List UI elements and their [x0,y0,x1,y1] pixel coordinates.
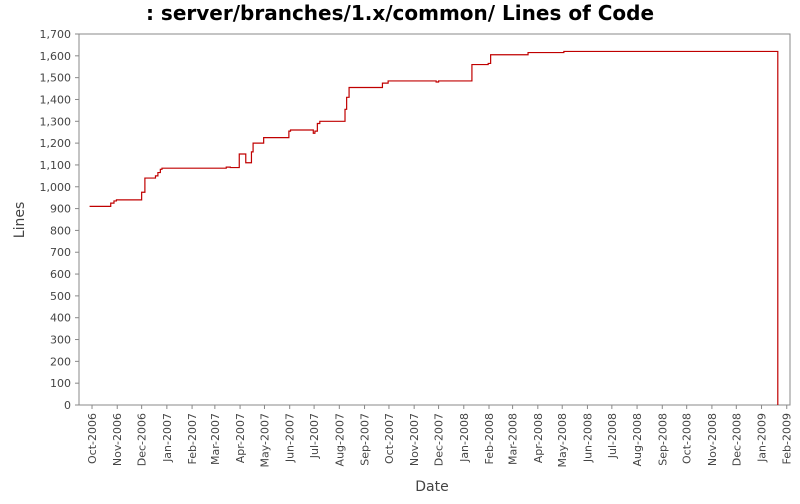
x-tick-label: Nov-2007 [408,413,421,466]
y-tick-label: 1,400 [40,93,72,106]
x-tick-label: Jun-2007 [284,413,297,463]
x-tick-label: Mar-2008 [507,413,520,465]
y-tick-label: 1,700 [40,28,72,41]
x-tick-label: Apr-2008 [532,413,545,463]
y-tick-label: 1,300 [40,115,72,128]
x-tick-label: Jul-2007 [308,413,321,459]
x-tick-label: Mar-2007 [209,413,222,465]
series-layer [89,50,779,405]
y-tick-label: 700 [50,246,71,259]
y-tick-label: 0 [64,399,71,412]
y-tick-label: 1,000 [40,181,72,194]
x-tick-label: Jun-2008 [581,413,594,463]
x-tick-label: Apr-2007 [234,413,247,463]
x-tick-label: Nov-2006 [111,413,124,466]
x-tick-label: Dec-2007 [433,413,446,466]
y-tick-label: 100 [50,377,71,390]
x-tick-label: Sep-2007 [359,413,372,466]
y-tick-label: 300 [50,334,71,347]
x-tick-label: Dec-2006 [136,413,149,466]
x-tick-label: Jan-2009 [756,413,769,463]
y-tick-label: 1,200 [40,137,72,150]
y-tick-label: 600 [50,268,71,281]
x-tick-label: Feb-2007 [186,413,199,464]
y-tick-label: 400 [50,312,71,325]
x-axis-label: Date [415,479,448,495]
x-tick-label: Feb-2009 [781,413,794,464]
x-tick-label: Aug-2007 [333,413,346,466]
x-tick-label: Jul-2008 [606,413,619,459]
series-line [89,50,779,405]
x-tick-label: Dec-2008 [730,413,743,466]
x-tick-label: Jan-2007 [161,413,174,463]
x-tick-label: May-2008 [556,413,569,468]
x-tick-label: Jan-2008 [458,413,471,463]
y-tick-label: 800 [50,224,71,237]
y-axis: 0 100 200 300 400 500 600 700 800 900 1,000 1,100 1,… [40,28,79,412]
x-tick-label: May-2007 [258,413,271,468]
y-tick-label: 1,100 [40,159,72,172]
y-tick-label: 200 [50,355,71,368]
y-tick-label: 1,500 [40,72,72,85]
x-tick-label: Aug-2008 [631,413,644,466]
y-tick-label: 500 [50,290,71,303]
chart-title: : server/branches/1.x/common/ Lines of C… [146,1,654,25]
y-tick-label: 1,600 [40,50,72,63]
plot-area [78,33,791,406]
x-tick-label: Oct-2007 [383,413,396,464]
x-tick-label: Feb-2008 [483,413,496,464]
x-tick-label: Oct-2006 [86,413,99,464]
y-tick-label: 900 [50,203,71,216]
x-axis: Oct-2006 Nov-2006 Dec-2006 Jan-2007 Feb-2007… [86,405,794,468]
y-axis-label: Lines [12,202,28,238]
x-tick-label: Nov-2008 [706,413,719,466]
x-tick-label: Oct-2008 [681,413,694,464]
x-tick-label: Sep-2008 [656,413,669,466]
